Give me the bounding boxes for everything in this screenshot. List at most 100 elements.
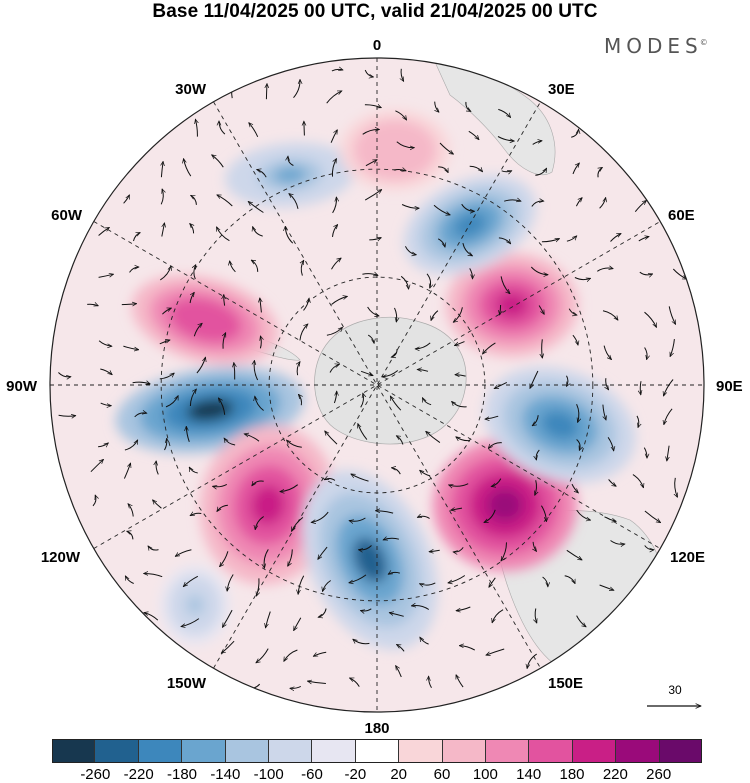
wind-arrow [456, 437, 470, 441]
wind-arrow [670, 339, 675, 357]
wind-arrow [632, 474, 644, 488]
wind-arrow [148, 546, 159, 550]
wind-arrow [287, 549, 293, 566]
wind-arrow [568, 308, 577, 316]
wind-arrow [439, 142, 454, 154]
wind-arrow [401, 204, 419, 209]
wind-arrow [383, 538, 400, 540]
wind-arrow [571, 129, 578, 138]
wind-arrow [360, 393, 364, 408]
wind-arrow [494, 381, 508, 390]
wind-arrow [566, 236, 577, 242]
wind-arrow [330, 130, 338, 143]
lon-label-60e: 60E [668, 207, 695, 224]
wind-arrow [362, 274, 378, 276]
wind-arrow [189, 389, 196, 407]
wind-arrow [576, 439, 580, 451]
colorbar-tick-label: 100 [472, 766, 498, 783]
wind-arrow [297, 362, 300, 376]
wind-arrow [313, 651, 327, 657]
wind-arrow [283, 649, 298, 661]
wind-arrow [298, 575, 305, 595]
wind-arrow [415, 342, 431, 349]
wind-arrow [644, 510, 661, 523]
antarctica-land [314, 317, 467, 445]
wind-arrow [121, 304, 137, 305]
wind-arrow [87, 304, 98, 306]
wind-arrow [541, 239, 560, 242]
modes-logo: MODES© [604, 34, 708, 58]
reference-vector: 30 [647, 684, 705, 714]
wind-arrow [574, 277, 591, 280]
wind-arrow [318, 608, 327, 618]
wind-arrow [160, 189, 163, 205]
wind-arrow [426, 431, 441, 444]
wind-arrow [396, 666, 402, 678]
wind-arrow [222, 609, 233, 627]
wind-arrow [260, 298, 262, 313]
wind-arrow [453, 547, 464, 552]
positive-anomaly-contour [381, 140, 409, 160]
wind-arrow [213, 483, 228, 486]
wind-arrow [280, 484, 299, 492]
wind-arrow [604, 516, 617, 522]
wind-arrow [393, 170, 406, 171]
wind-arrow [397, 643, 405, 652]
wind-arrow [220, 551, 229, 566]
wind-arrow [668, 306, 677, 324]
wind-arrow [129, 267, 140, 273]
wind-arrow [127, 531, 134, 540]
wind-arrow [531, 201, 544, 207]
wind-arrow [153, 500, 162, 509]
wind-arrow [468, 130, 479, 139]
wind-arrow [638, 237, 649, 242]
wind-arrow [193, 323, 202, 337]
colorbar [52, 739, 703, 763]
meridian-line [93, 221, 661, 549]
wind-arrow [610, 540, 625, 545]
colorbar-swatch [268, 739, 312, 763]
wind-arrow [639, 271, 653, 275]
wind-arrow [301, 260, 304, 276]
wind-arrow [134, 413, 147, 418]
colorbar-tick-label: 220 [602, 766, 628, 783]
wind-arrow [488, 442, 502, 449]
wind-arrow [664, 408, 673, 425]
wind-arrow [504, 200, 521, 201]
wind-arrow [248, 201, 264, 213]
negative-anomaly-contour [541, 410, 579, 440]
wind-arrow [307, 681, 326, 683]
wind-arrow [252, 480, 264, 486]
wind-arrow [431, 310, 439, 321]
wind-arrow [58, 372, 71, 377]
wind-arrow [351, 473, 369, 482]
wind-arrow [364, 190, 382, 201]
wind-arrow [401, 68, 405, 82]
wind-arrow [285, 226, 294, 244]
wind-arrow [123, 195, 130, 204]
wind-arrow [610, 233, 622, 242]
wind-arrow [124, 440, 139, 451]
wind-arrow [288, 156, 294, 166]
wind-arrow [396, 141, 415, 148]
wind-arrow [257, 170, 267, 178]
wind-arrow [183, 575, 199, 586]
lon-label-60w: 60W [51, 207, 83, 224]
wind-arrow [376, 511, 394, 514]
wind-arrow [420, 637, 429, 645]
wind-arrow [535, 608, 537, 624]
positive-anomaly-contour [250, 485, 286, 525]
wind-arrow [599, 198, 606, 209]
wind-arrow [190, 513, 202, 517]
meridian-line [213, 101, 541, 669]
wind-arrow [664, 379, 674, 397]
positive-anomaly-contour [487, 488, 523, 522]
colorbar-tick-label: 20 [390, 766, 407, 783]
wind-arrow [644, 311, 657, 327]
wind-arrow [165, 396, 179, 408]
wind-arrow [333, 391, 336, 404]
lon-label-120e: 120E [670, 549, 705, 566]
map-title: Base 11/04/2025 00 UTC, valid 21/04/2025… [152, 1, 598, 22]
wind-arrow [92, 495, 96, 507]
wind-arrow [485, 415, 499, 419]
